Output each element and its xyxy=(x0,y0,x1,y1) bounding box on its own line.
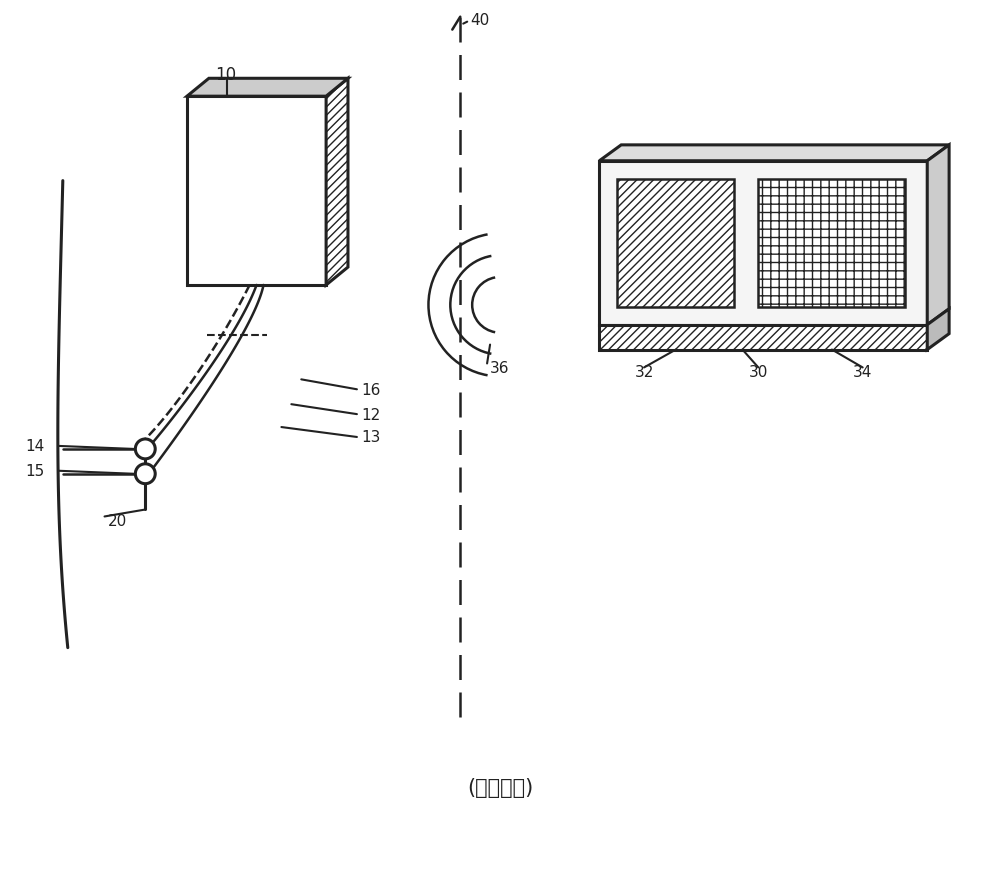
Polygon shape xyxy=(187,79,348,97)
Text: 40: 40 xyxy=(470,13,489,28)
Circle shape xyxy=(135,464,155,484)
Text: 20: 20 xyxy=(108,514,127,528)
Text: 34: 34 xyxy=(853,364,872,380)
Circle shape xyxy=(135,440,155,460)
Text: 30: 30 xyxy=(749,364,768,380)
Polygon shape xyxy=(599,146,949,162)
Polygon shape xyxy=(927,309,949,350)
Polygon shape xyxy=(758,179,905,308)
Text: 15: 15 xyxy=(25,464,44,479)
Text: 13: 13 xyxy=(361,430,380,445)
Polygon shape xyxy=(599,325,927,350)
Polygon shape xyxy=(617,179,734,308)
Text: (现有技术): (现有技术) xyxy=(467,777,533,797)
Text: 12: 12 xyxy=(361,408,380,422)
Text: 36: 36 xyxy=(490,361,510,375)
Polygon shape xyxy=(326,79,348,286)
Polygon shape xyxy=(927,146,949,325)
Text: 16: 16 xyxy=(361,382,380,397)
Text: 14: 14 xyxy=(25,439,44,454)
Polygon shape xyxy=(187,97,326,286)
Text: 32: 32 xyxy=(634,364,654,380)
Text: 10: 10 xyxy=(215,66,236,84)
Polygon shape xyxy=(599,162,927,325)
